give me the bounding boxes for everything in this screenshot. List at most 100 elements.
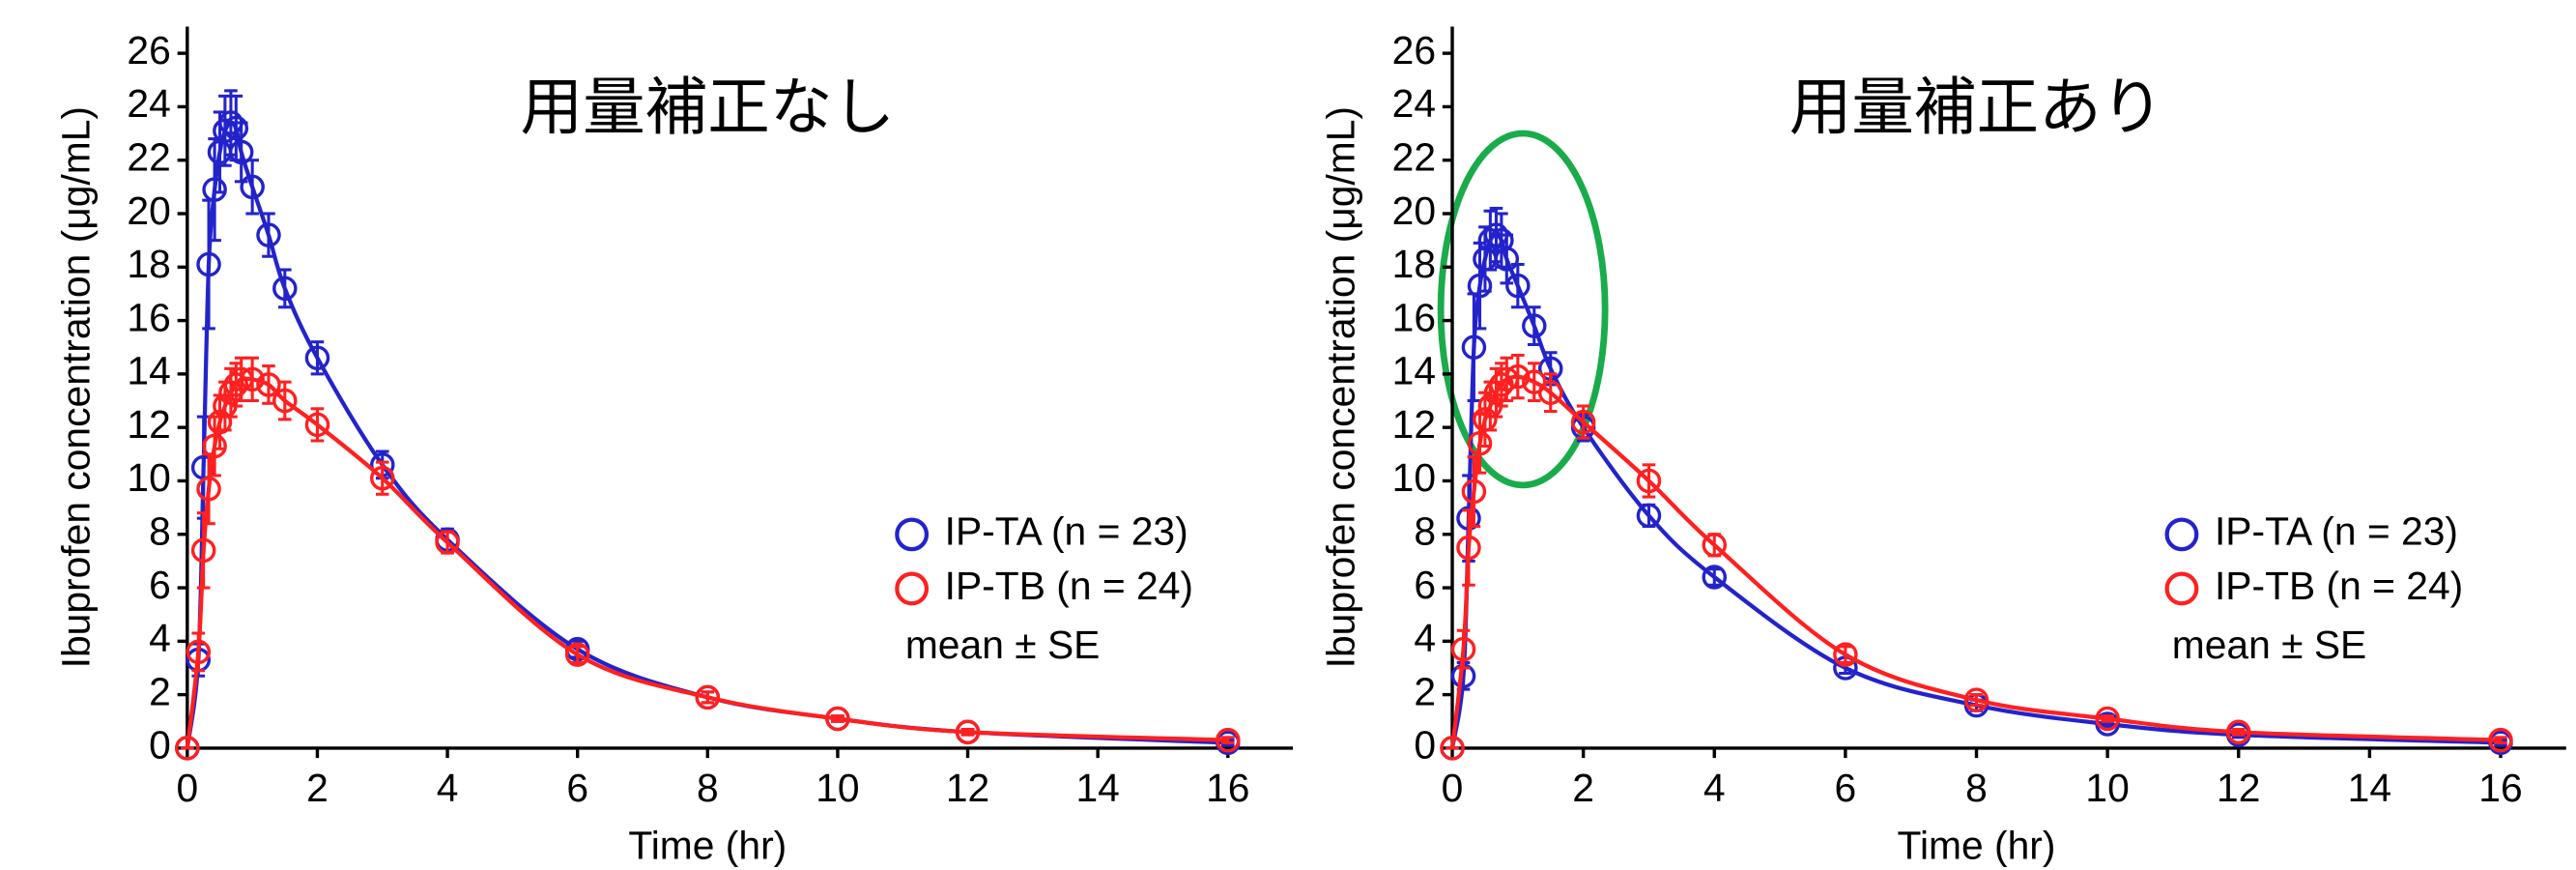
data-point [1570, 409, 1596, 435]
y-tick-label: 22 [127, 134, 170, 179]
data-point [223, 372, 249, 397]
data-point [1537, 380, 1563, 405]
error-bar [245, 159, 259, 216]
x-tick-label: 0 [1442, 766, 1464, 810]
error-bar [245, 356, 259, 403]
y-tick-label: 20 [1392, 188, 1436, 233]
legend-marker [2164, 571, 2199, 606]
error-bar [2494, 736, 2507, 744]
x-tick-label: 14 [2348, 766, 2391, 810]
error-bar [191, 631, 206, 673]
y-tick-label: 16 [127, 295, 170, 339]
y-axis-title: Ibuprofen concentration (μg/mL) [1319, 106, 1363, 668]
x-tick-label: 12 [2217, 766, 2260, 810]
y-tick-label: 0 [1414, 723, 1436, 768]
data-point [564, 642, 590, 667]
data-point [955, 719, 981, 745]
error-bar [2101, 714, 2114, 723]
y-tick-label: 12 [127, 402, 170, 447]
legend-label: IP-TB (n = 24) [945, 564, 1193, 608]
data-point [695, 684, 721, 710]
error-bar [277, 380, 292, 421]
error-bar [1511, 353, 1525, 400]
error-bar [1707, 533, 1722, 558]
y-tick-label: 0 [149, 723, 171, 768]
data-point [1456, 535, 1481, 561]
x-axis-title: Time (hr) [1898, 823, 2056, 867]
data-point [1636, 468, 1662, 494]
y-tick-label: 4 [149, 616, 171, 660]
x-tick-label: 8 [1965, 766, 1988, 810]
data-point [240, 174, 265, 200]
data-point [1505, 363, 1531, 390]
error-bar [277, 268, 292, 309]
annotation: mean ± SE [2172, 623, 2367, 667]
data-point [1461, 478, 1487, 505]
y-tick-label: 2 [149, 669, 171, 713]
data-point [1636, 503, 1662, 529]
data-point [186, 639, 212, 665]
y-tick-label: 26 [127, 28, 170, 72]
data-point [304, 412, 330, 438]
error-bar [1511, 262, 1525, 309]
x-tick-label: 6 [1835, 766, 1857, 810]
y-tick-label: 12 [1392, 402, 1436, 447]
y-tick-label: 6 [149, 563, 171, 607]
x-tick-label: 4 [1703, 766, 1726, 810]
data-point [1702, 565, 1728, 590]
y-tick-label: 16 [1392, 295, 1436, 339]
y-tick-label: 14 [1392, 349, 1436, 393]
chart-title: 用量補正あり [1789, 72, 2164, 142]
data-point [207, 409, 233, 435]
y-tick-label: 4 [1414, 616, 1436, 660]
data-point [190, 537, 216, 564]
error-bar [1543, 372, 1558, 414]
x-tick-label: 8 [697, 766, 719, 810]
data-point [1467, 430, 1493, 456]
data-point [196, 251, 221, 277]
data-point [196, 476, 221, 502]
data-point [304, 345, 330, 371]
data-point [1450, 636, 1476, 662]
y-tick-label: 10 [1392, 455, 1436, 500]
error-bar [1527, 362, 1541, 403]
data-point [370, 465, 395, 491]
data-point [240, 366, 265, 392]
y-tick-label: 24 [1392, 81, 1436, 126]
data-point [2095, 706, 2120, 732]
annotation: mean ± SE [905, 623, 1101, 667]
x-axis-title: Time (hr) [628, 823, 787, 867]
x-tick-label: 4 [437, 766, 459, 810]
x-tick-label: 2 [306, 766, 329, 810]
error-bar [1839, 645, 1852, 664]
x-tick-label: 10 [816, 766, 859, 810]
data-point [2488, 727, 2513, 753]
error-bar [1969, 693, 1984, 708]
x-tick-label: 12 [946, 766, 989, 810]
y-tick-label: 10 [127, 455, 170, 500]
legend-label: IP-TA (n = 23) [2215, 509, 2458, 554]
y-tick-label: 6 [1414, 563, 1436, 607]
y-axis-title: Ibuprofen concentration (μg/mL) [53, 106, 98, 668]
data-point [1833, 642, 1858, 667]
y-tick-label: 8 [1414, 509, 1436, 554]
data-point [825, 706, 850, 732]
data-point [1440, 736, 1465, 761]
data-point [1216, 727, 1241, 753]
error-bar [2231, 728, 2246, 737]
y-tick-label: 26 [1392, 28, 1436, 72]
x-tick-label: 16 [2478, 766, 2522, 810]
data-point [272, 276, 298, 302]
error-bar [1527, 305, 1541, 346]
data-point [435, 530, 460, 555]
chart-title: 用量補正なし [521, 72, 896, 142]
data-point [228, 139, 254, 165]
data-point [175, 736, 200, 761]
x-tick-label: 0 [176, 766, 198, 810]
data-point [223, 115, 249, 141]
error-bar [960, 728, 975, 737]
data-point [256, 372, 281, 397]
y-tick-label: 18 [1392, 242, 1436, 286]
